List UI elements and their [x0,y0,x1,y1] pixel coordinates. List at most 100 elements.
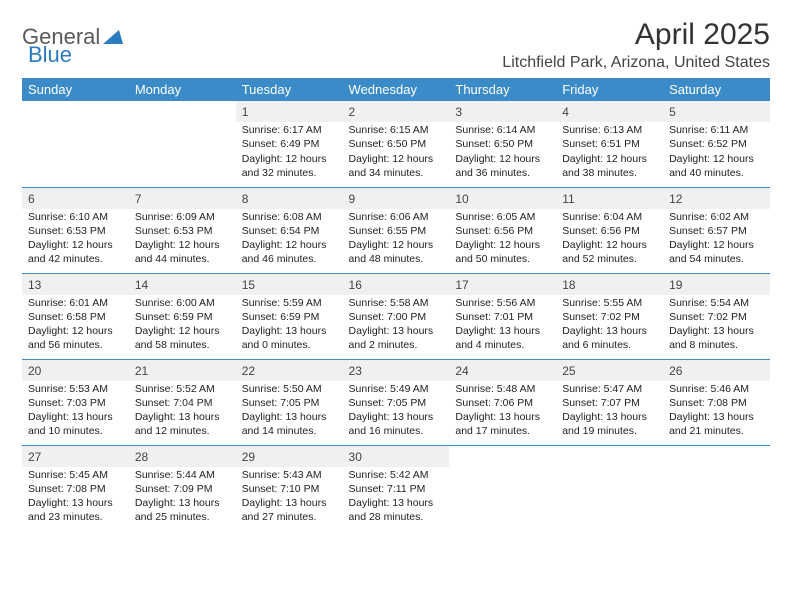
day-info: Sunrise: 6:10 AMSunset: 6:53 PMDaylight:… [28,210,123,267]
calendar-day-cell: 9Sunrise: 6:06 AMSunset: 6:55 PMDaylight… [343,187,450,273]
col-wednesday: Wednesday [343,78,450,101]
day-number: 24 [449,360,556,381]
day-info: Sunrise: 5:48 AMSunset: 7:06 PMDaylight:… [455,382,550,439]
calendar-day-cell: 3Sunrise: 6:14 AMSunset: 6:50 PMDaylight… [449,101,556,187]
calendar-day-cell: 16Sunrise: 5:58 AMSunset: 7:00 PMDayligh… [343,273,450,359]
calendar-day-cell: 19Sunrise: 5:54 AMSunset: 7:02 PMDayligh… [663,273,770,359]
col-tuesday: Tuesday [236,78,343,101]
calendar-day-cell: 13Sunrise: 6:01 AMSunset: 6:58 PMDayligh… [22,273,129,359]
calendar-day-cell: 8Sunrise: 6:08 AMSunset: 6:54 PMDaylight… [236,187,343,273]
calendar-week-row: 6Sunrise: 6:10 AMSunset: 6:53 PMDaylight… [22,187,770,273]
day-number: 4 [556,101,663,122]
calendar-header-row: Sunday Monday Tuesday Wednesday Thursday… [22,78,770,101]
day-info: Sunrise: 6:15 AMSunset: 6:50 PMDaylight:… [349,123,444,180]
day-info: Sunrise: 5:56 AMSunset: 7:01 PMDaylight:… [455,296,550,353]
day-info: Sunrise: 5:52 AMSunset: 7:04 PMDaylight:… [135,382,230,439]
day-number: 17 [449,274,556,295]
day-number: 3 [449,101,556,122]
day-number: 13 [22,274,129,295]
day-number: 15 [236,274,343,295]
day-number: 8 [236,188,343,209]
col-thursday: Thursday [449,78,556,101]
calendar-day-cell: 21Sunrise: 5:52 AMSunset: 7:04 PMDayligh… [129,359,236,445]
calendar-day-cell [556,445,663,531]
day-info: Sunrise: 5:47 AMSunset: 7:07 PMDaylight:… [562,382,657,439]
day-number: 1 [236,101,343,122]
calendar-day-cell: 14Sunrise: 6:00 AMSunset: 6:59 PMDayligh… [129,273,236,359]
day-info: Sunrise: 6:09 AMSunset: 6:53 PMDaylight:… [135,210,230,267]
col-sunday: Sunday [22,78,129,101]
day-number: 19 [663,274,770,295]
day-info: Sunrise: 6:11 AMSunset: 6:52 PMDaylight:… [669,123,764,180]
day-info: Sunrise: 5:58 AMSunset: 7:00 PMDaylight:… [349,296,444,353]
header: General April 2025 Litchfield Park, Ariz… [22,18,770,72]
calendar-day-cell: 29Sunrise: 5:43 AMSunset: 7:10 PMDayligh… [236,445,343,531]
calendar-day-cell [449,445,556,531]
day-number: 29 [236,446,343,467]
calendar-day-cell: 23Sunrise: 5:49 AMSunset: 7:05 PMDayligh… [343,359,450,445]
col-saturday: Saturday [663,78,770,101]
calendar-week-row: 1Sunrise: 6:17 AMSunset: 6:49 PMDaylight… [22,101,770,187]
day-number: 12 [663,188,770,209]
day-number: 21 [129,360,236,381]
day-number: 18 [556,274,663,295]
calendar-day-cell: 12Sunrise: 6:02 AMSunset: 6:57 PMDayligh… [663,187,770,273]
day-number: 26 [663,360,770,381]
day-number: 30 [343,446,450,467]
calendar-day-cell [663,445,770,531]
day-number: 11 [556,188,663,209]
day-info: Sunrise: 5:44 AMSunset: 7:09 PMDaylight:… [135,468,230,525]
day-info: Sunrise: 5:43 AMSunset: 7:10 PMDaylight:… [242,468,337,525]
calendar-day-cell: 24Sunrise: 5:48 AMSunset: 7:06 PMDayligh… [449,359,556,445]
day-number: 22 [236,360,343,381]
day-info: Sunrise: 6:02 AMSunset: 6:57 PMDaylight:… [669,210,764,267]
calendar-day-cell: 17Sunrise: 5:56 AMSunset: 7:01 PMDayligh… [449,273,556,359]
calendar-day-cell: 4Sunrise: 6:13 AMSunset: 6:51 PMDaylight… [556,101,663,187]
calendar-week-row: 27Sunrise: 5:45 AMSunset: 7:08 PMDayligh… [22,445,770,531]
day-info: Sunrise: 5:53 AMSunset: 7:03 PMDaylight:… [28,382,123,439]
day-info: Sunrise: 6:14 AMSunset: 6:50 PMDaylight:… [455,123,550,180]
day-number: 9 [343,188,450,209]
calendar-table: Sunday Monday Tuesday Wednesday Thursday… [22,78,770,531]
day-info: Sunrise: 6:00 AMSunset: 6:59 PMDaylight:… [135,296,230,353]
day-info: Sunrise: 6:08 AMSunset: 6:54 PMDaylight:… [242,210,337,267]
calendar-day-cell [22,101,129,187]
day-info: Sunrise: 5:59 AMSunset: 6:59 PMDaylight:… [242,296,337,353]
location-subtitle: Litchfield Park, Arizona, United States [502,54,770,72]
day-number: 14 [129,274,236,295]
day-info: Sunrise: 5:45 AMSunset: 7:08 PMDaylight:… [28,468,123,525]
day-info: Sunrise: 6:06 AMSunset: 6:55 PMDaylight:… [349,210,444,267]
day-number: 25 [556,360,663,381]
day-number: 20 [22,360,129,381]
day-info: Sunrise: 5:49 AMSunset: 7:05 PMDaylight:… [349,382,444,439]
day-info: Sunrise: 5:46 AMSunset: 7:08 PMDaylight:… [669,382,764,439]
calendar-day-cell: 6Sunrise: 6:10 AMSunset: 6:53 PMDaylight… [22,187,129,273]
day-info: Sunrise: 6:17 AMSunset: 6:49 PMDaylight:… [242,123,337,180]
calendar-day-cell: 7Sunrise: 6:09 AMSunset: 6:53 PMDaylight… [129,187,236,273]
calendar-day-cell: 20Sunrise: 5:53 AMSunset: 7:03 PMDayligh… [22,359,129,445]
calendar-day-cell: 22Sunrise: 5:50 AMSunset: 7:05 PMDayligh… [236,359,343,445]
day-number: 10 [449,188,556,209]
calendar-week-row: 13Sunrise: 6:01 AMSunset: 6:58 PMDayligh… [22,273,770,359]
day-number: 5 [663,101,770,122]
day-number: 28 [129,446,236,467]
day-number: 16 [343,274,450,295]
calendar-day-cell: 10Sunrise: 6:05 AMSunset: 6:56 PMDayligh… [449,187,556,273]
day-info: Sunrise: 5:55 AMSunset: 7:02 PMDaylight:… [562,296,657,353]
calendar-day-cell: 18Sunrise: 5:55 AMSunset: 7:02 PMDayligh… [556,273,663,359]
calendar-day-cell: 5Sunrise: 6:11 AMSunset: 6:52 PMDaylight… [663,101,770,187]
page-title: April 2025 [502,18,770,52]
day-info: Sunrise: 5:54 AMSunset: 7:02 PMDaylight:… [669,296,764,353]
logo-text-blue: Blue [28,42,72,68]
day-info: Sunrise: 5:50 AMSunset: 7:05 PMDaylight:… [242,382,337,439]
calendar-day-cell: 28Sunrise: 5:44 AMSunset: 7:09 PMDayligh… [129,445,236,531]
day-info: Sunrise: 6:04 AMSunset: 6:56 PMDaylight:… [562,210,657,267]
day-number: 2 [343,101,450,122]
calendar-day-cell: 15Sunrise: 5:59 AMSunset: 6:59 PMDayligh… [236,273,343,359]
day-number: 7 [129,188,236,209]
day-number: 6 [22,188,129,209]
col-friday: Friday [556,78,663,101]
calendar-day-cell: 1Sunrise: 6:17 AMSunset: 6:49 PMDaylight… [236,101,343,187]
calendar-day-cell: 2Sunrise: 6:15 AMSunset: 6:50 PMDaylight… [343,101,450,187]
col-monday: Monday [129,78,236,101]
